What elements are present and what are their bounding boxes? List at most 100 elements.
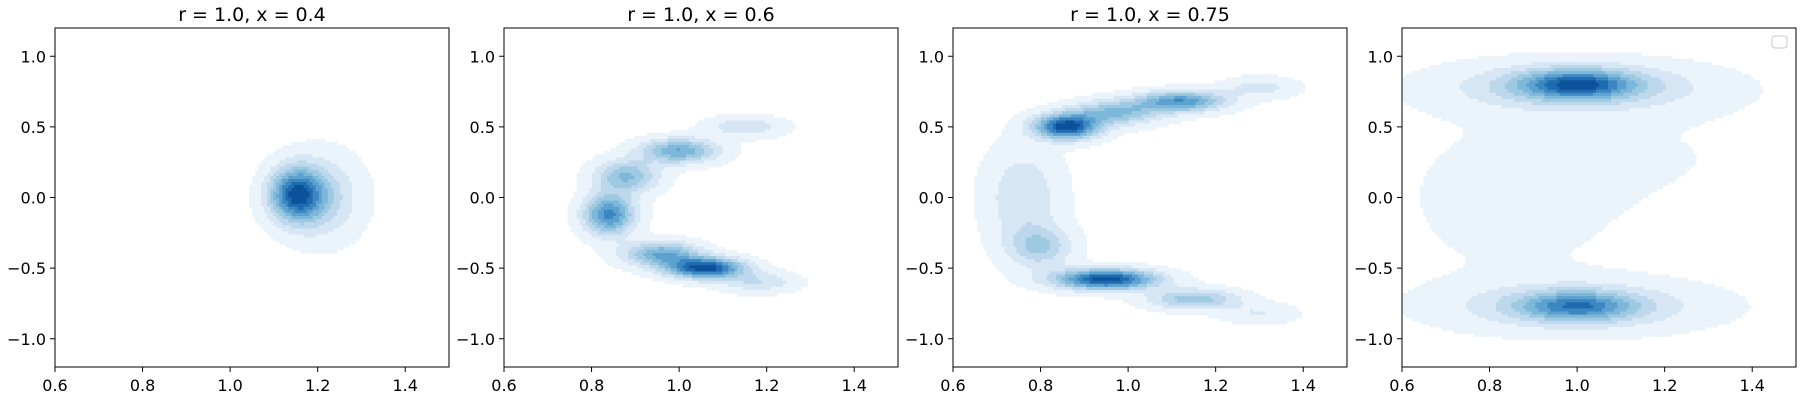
density-cell (361, 163, 365, 168)
density-cell (667, 268, 672, 273)
density-cell (604, 219, 608, 223)
density-cell (1253, 74, 1257, 78)
density-cell (770, 271, 775, 276)
density-cell (1053, 135, 1057, 140)
density-cell (339, 151, 344, 155)
density-cell (582, 175, 587, 180)
density-cell (300, 191, 305, 196)
density-cell (1153, 89, 1157, 94)
density-cell (758, 283, 763, 288)
density-cell (342, 194, 347, 199)
density-cell (1040, 145, 1045, 149)
density-cell (282, 163, 286, 168)
density-cell (1301, 89, 1306, 94)
density-cell (270, 231, 274, 236)
density-cell (285, 157, 289, 162)
density-cell (640, 259, 645, 263)
density-cell (1107, 138, 1112, 143)
density-cell (1046, 114, 1051, 118)
density-cell (264, 209, 268, 214)
density-cell (622, 259, 626, 263)
density-cell (637, 252, 641, 257)
density-cell (998, 169, 1003, 174)
density-cell (279, 148, 283, 152)
density-cell (318, 200, 323, 205)
density-cell (658, 138, 663, 143)
density-cell (358, 209, 362, 214)
density-cell (248, 185, 253, 189)
density-cell (294, 169, 299, 174)
density-cell (1159, 123, 1163, 128)
density-cell (749, 135, 754, 140)
density-cell (258, 203, 262, 208)
density-cell (619, 191, 623, 196)
density-cell (361, 197, 365, 202)
density-cell (622, 243, 626, 248)
density-cell (673, 151, 678, 155)
density-cell (682, 268, 687, 273)
density-cell (297, 157, 302, 162)
density-cell (1077, 123, 1081, 128)
y-tick-label: 0.0 (21, 189, 46, 208)
density-cell (731, 142, 735, 146)
density-cell (1019, 169, 1024, 174)
density-cell (303, 166, 308, 171)
density-cell (1104, 135, 1109, 140)
density-cell (258, 163, 262, 168)
density-cell (1162, 114, 1166, 118)
density-cell (1092, 142, 1097, 146)
density-cell (679, 160, 684, 165)
density-cell (1080, 120, 1084, 125)
density-cell (321, 215, 326, 220)
density-cell (264, 188, 268, 192)
density-cell (1040, 105, 1045, 109)
density-cell (594, 249, 599, 254)
density-cell (291, 157, 296, 162)
density-cell (258, 179, 262, 183)
density-cell (321, 246, 326, 251)
density-cell (582, 212, 587, 217)
density-cell (770, 126, 775, 131)
density-cell (631, 228, 635, 232)
density-cell (1168, 111, 1172, 115)
density-cell (327, 209, 332, 214)
density-cell (582, 234, 587, 239)
density-cell (1080, 95, 1084, 100)
density-cell (1225, 83, 1230, 88)
density-cell (303, 157, 308, 162)
density-cell (352, 203, 356, 208)
density-cell (1198, 95, 1203, 100)
density-cell (303, 169, 308, 174)
density-cell (722, 271, 726, 276)
density-cell (1028, 117, 1033, 122)
density-cell (782, 280, 787, 285)
density-cell (303, 191, 308, 196)
density-cell (1056, 108, 1060, 112)
density-cell (616, 228, 620, 232)
density-cell (694, 280, 699, 285)
density-cell (1037, 154, 1042, 159)
density-cell (652, 188, 657, 192)
density-cell (1128, 120, 1133, 125)
density-cell (670, 262, 675, 266)
density-cell (321, 179, 326, 183)
density-cell (1183, 117, 1187, 122)
density-cell (355, 179, 359, 183)
density-cell (622, 206, 626, 211)
density-cell (1104, 95, 1109, 100)
density-cell (1137, 86, 1142, 91)
density-cell (604, 160, 608, 165)
density-cell (1059, 145, 1063, 149)
density-cell (707, 132, 711, 137)
density-cell (604, 249, 608, 254)
density-cell (773, 120, 778, 125)
density-cell (710, 160, 714, 165)
density-cell (1198, 114, 1203, 118)
density-cell (688, 148, 693, 152)
density-cell (980, 160, 984, 165)
density-cell (791, 123, 796, 128)
density-cell (1195, 105, 1200, 109)
density-cell (637, 166, 641, 171)
density-cell (673, 160, 678, 165)
density-cell (1059, 138, 1063, 143)
